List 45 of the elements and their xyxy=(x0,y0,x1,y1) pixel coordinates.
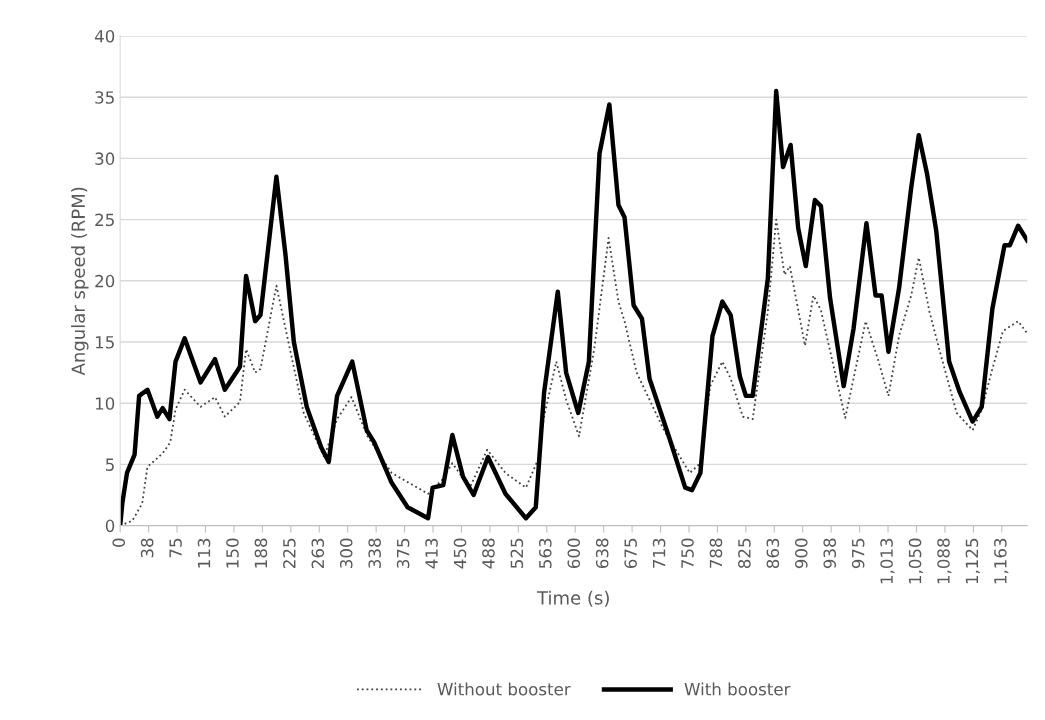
x-tick-label: 1,088 xyxy=(937,538,952,584)
x-tick-label: 113 xyxy=(197,538,211,568)
y-tick-label: 15 xyxy=(95,336,114,349)
x-tick-label: 225 xyxy=(283,538,296,568)
x-tick-label: 263 xyxy=(311,538,325,568)
x-tick-label: 38 xyxy=(140,538,154,558)
x-tick-label: 900 xyxy=(794,538,808,569)
x-tick-label: 638 xyxy=(595,538,609,569)
x-tick-label: 300 xyxy=(339,538,353,568)
x-tick-label: 1,050 xyxy=(908,538,924,584)
x-tick-label: 488 xyxy=(482,538,495,569)
x-tick-label: 188 xyxy=(254,538,268,568)
y-tick-label: 25 xyxy=(95,213,114,227)
y-tick-label: 20 xyxy=(95,274,115,288)
y-tick-label: 35 xyxy=(95,91,114,104)
x-tick-label: 863 xyxy=(766,538,780,569)
x-tick-label: 413 xyxy=(425,538,438,569)
x-tick-label: 563 xyxy=(539,538,552,568)
x-tick-label: 788 xyxy=(709,538,723,568)
x-tick-label: 450 xyxy=(453,538,467,569)
x-tick-label: 1,013 xyxy=(880,538,895,584)
x-tick-label: 750 xyxy=(681,538,694,568)
x-tick-label: 713 xyxy=(652,538,666,568)
x-tick-label: 1,125 xyxy=(965,538,980,584)
x-tick-label: 975 xyxy=(851,538,865,569)
y-axis-title: Angular speed (RPM) xyxy=(71,187,89,376)
x-tick-label: 525 xyxy=(510,538,524,568)
x-tick-label: 675 xyxy=(624,538,637,569)
x-tick-label: 600 xyxy=(567,538,581,569)
y-tick-label: 5 xyxy=(106,458,114,471)
x-tick-label: 825 xyxy=(738,538,751,569)
x-axis-title: Time (s) xyxy=(536,590,609,607)
y-tick-label: 40 xyxy=(94,29,115,43)
x-tick-label: 938 xyxy=(823,538,837,569)
x-tick-label: 375 xyxy=(396,538,410,568)
y-tick-label: 10 xyxy=(95,397,115,410)
x-tick-label: 1,163 xyxy=(994,538,1009,584)
x-tick-label: 75 xyxy=(169,538,182,558)
y-tick-label: 0 xyxy=(105,519,115,533)
legend-label: With booster xyxy=(684,682,791,696)
y-tick-label: 30 xyxy=(95,152,115,165)
x-tick-label: 0 xyxy=(112,538,126,547)
legend-label: Without booster xyxy=(437,682,571,696)
x-tick-label: 338 xyxy=(368,538,381,568)
x-tick-label: 150 xyxy=(226,538,239,568)
